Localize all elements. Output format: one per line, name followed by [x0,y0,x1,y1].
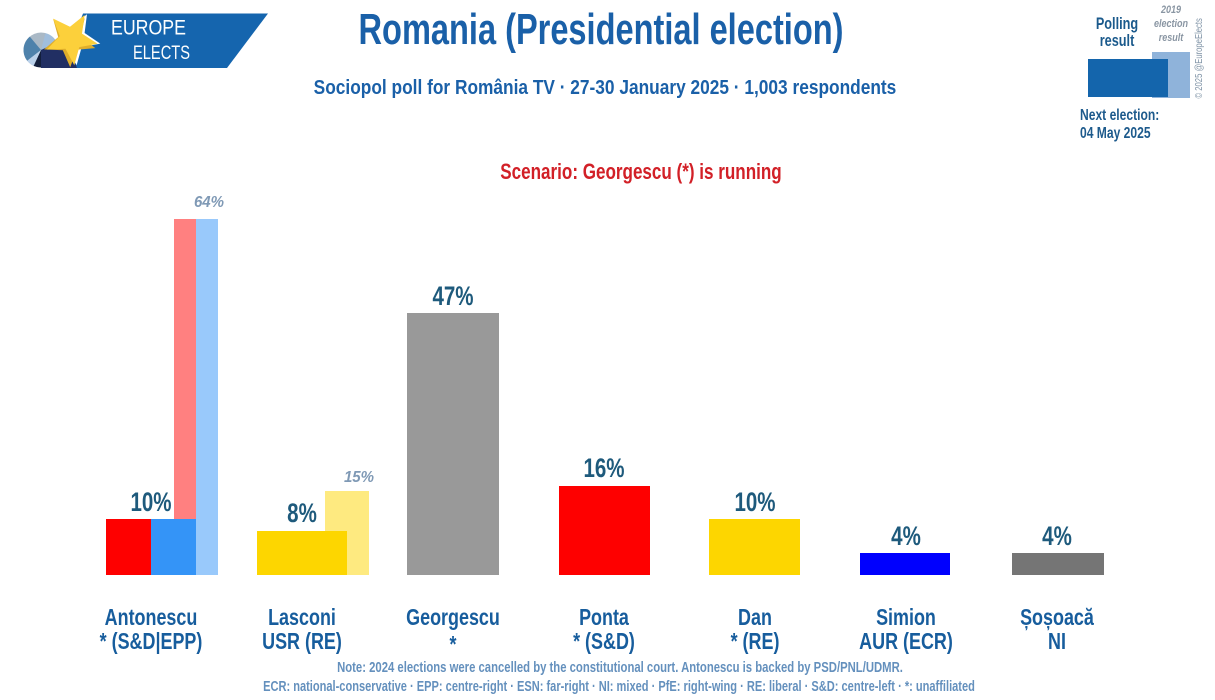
svg-text:ELECTS: ELECTS [133,43,190,64]
svg-text:EUROPE: EUROPE [111,16,186,39]
